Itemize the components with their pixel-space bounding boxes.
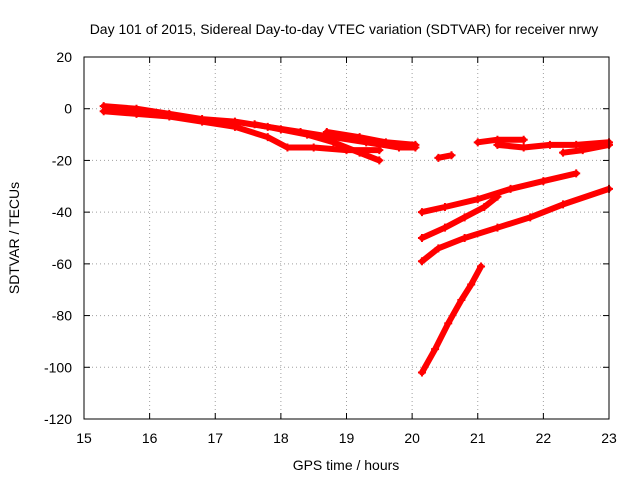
data-point: [440, 223, 449, 232]
y-tick-label: -20: [52, 152, 72, 168]
data-point: [460, 234, 469, 242]
data-point: [578, 146, 587, 155]
y-tick-label: -100: [44, 359, 72, 375]
data-point: [506, 184, 515, 193]
data-point: [417, 234, 426, 242]
data-series-track-c: [251, 121, 383, 164]
data-point: [473, 138, 482, 147]
data-series-track-l: [419, 263, 484, 376]
data-series: [99, 102, 613, 377]
y-tick-label: -40: [52, 204, 72, 220]
data-point: [434, 244, 443, 253]
data-point: [431, 345, 440, 354]
data-point: [411, 140, 420, 149]
data-point: [434, 153, 443, 162]
y-tick-label: 0: [64, 101, 72, 117]
data-point: [322, 127, 331, 136]
data-point: [198, 117, 207, 126]
data-point: [519, 143, 528, 152]
data-point: [417, 368, 426, 377]
data-point: [572, 140, 581, 149]
data-point: [493, 223, 502, 232]
data-point: [460, 213, 469, 222]
data-point: [309, 143, 318, 152]
data-point: [165, 112, 174, 121]
x-axis-label: GPS time / hours: [293, 457, 400, 473]
data-point: [559, 200, 568, 209]
data-point: [375, 156, 384, 165]
data-point: [477, 262, 486, 271]
x-tick-label: 17: [207, 430, 223, 446]
data-point: [526, 213, 535, 222]
data-point: [263, 133, 272, 142]
data-point: [381, 138, 390, 147]
x-tick-label: 21: [470, 430, 486, 446]
data-point: [519, 135, 528, 144]
data-point: [480, 202, 489, 211]
data-point: [493, 192, 502, 201]
data-point: [559, 148, 568, 157]
data-point: [283, 143, 292, 152]
data-point: [276, 125, 285, 134]
data-point: [132, 109, 141, 118]
data-point: [473, 195, 482, 204]
data-point: [467, 280, 476, 289]
x-tick-label: 22: [536, 430, 552, 446]
data-point: [493, 140, 502, 149]
x-tick-label: 18: [273, 430, 289, 446]
data-point: [303, 130, 312, 139]
data-series-track-d: [323, 129, 419, 148]
x-tick-label: 16: [142, 430, 158, 446]
chart-title: Day 101 of 2015, Sidereal Day-to-day VTE…: [90, 21, 599, 37]
data-point: [355, 133, 364, 142]
x-tick-label: 23: [601, 430, 617, 446]
data-point: [230, 122, 239, 131]
data-point: [417, 257, 426, 266]
y-axis-label: SDTVAR / TECUs: [6, 182, 22, 294]
data-point: [250, 120, 259, 129]
x-tick-label: 19: [339, 430, 355, 446]
data-point: [447, 151, 456, 160]
y-tick-labels: 20 0 -20 -40 -60 -80 -100 -120: [44, 49, 72, 427]
x-tick-label: 15: [76, 430, 92, 446]
data-point: [99, 107, 108, 116]
y-tick-label: -60: [52, 256, 72, 272]
y-tick-label: -80: [52, 308, 72, 324]
data-point: [572, 169, 581, 178]
y-tick-label: 20: [56, 49, 72, 65]
data-point: [355, 148, 364, 157]
data-point: [545, 140, 554, 149]
data-point: [444, 319, 453, 328]
x-tick-label: 20: [404, 430, 420, 446]
data-point: [329, 138, 338, 147]
data-point: [417, 208, 426, 217]
plot-frame: [83, 56, 610, 420]
data-point: [457, 296, 466, 305]
data-point: [440, 202, 449, 211]
y-tick-label: -120: [44, 411, 72, 427]
data-point: [375, 146, 384, 155]
data-series-track-b: [100, 108, 383, 154]
data-point: [539, 177, 548, 186]
x-tick-labels: 15 16 17 18 19 20 21 22 23: [76, 430, 617, 446]
